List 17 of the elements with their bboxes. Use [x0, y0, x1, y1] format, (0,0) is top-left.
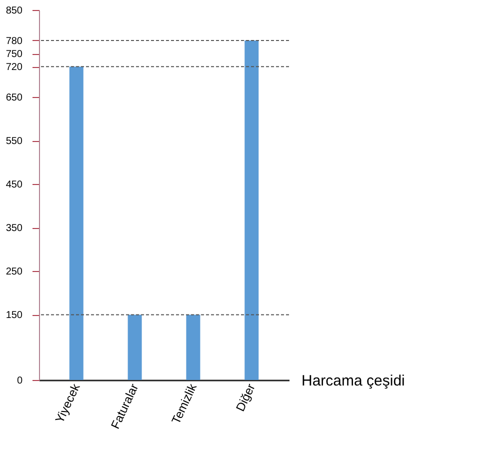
y-tick-label: 780	[6, 36, 23, 47]
y-tick-label: 350	[6, 223, 23, 234]
y-tick-label: 720	[6, 62, 23, 74]
bar	[128, 314, 142, 380]
y-tick-label: 450	[6, 180, 23, 191]
y-tick-label: 550	[6, 136, 23, 148]
bar	[186, 314, 200, 380]
y-tick-label: 250	[6, 266, 23, 278]
y-tick-label: 850	[6, 6, 23, 16]
x-tick-label: Diğer	[233, 382, 258, 414]
y-tick-label: 0	[16, 376, 23, 386]
x-axis-title: Harcama çeşidi	[302, 372, 405, 390]
bar	[69, 66, 84, 380]
y-tick-label: 150	[6, 310, 23, 322]
y-tick-label: 750	[6, 49, 23, 60]
y-tick-label: 650	[6, 92, 23, 104]
bar	[244, 40, 259, 380]
